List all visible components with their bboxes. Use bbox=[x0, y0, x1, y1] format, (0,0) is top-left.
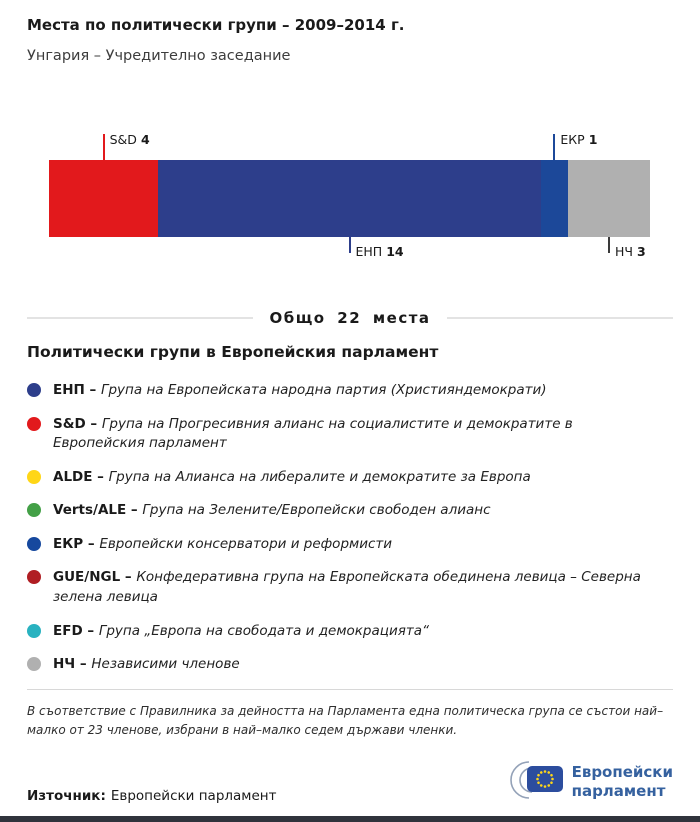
legend-item-text: GUE/NGL – Конфедеративна група на Европе… bbox=[53, 568, 673, 607]
legend: Политически групи в Европейския парламен… bbox=[27, 343, 673, 675]
bar-segment-ЕКР bbox=[540, 160, 569, 237]
legend-item-text: НЧ – Независими членове bbox=[53, 655, 250, 675]
legend-item-text: Verts/ALE – Група на Зелените/Европейски… bbox=[53, 501, 501, 521]
legend-item: ЕКР – Европейски консерватори и реформис… bbox=[27, 535, 673, 555]
callout-line bbox=[608, 237, 611, 253]
legend-dot bbox=[27, 570, 41, 585]
callout-line bbox=[553, 134, 556, 160]
total-seats-label: Общо 22 места bbox=[269, 309, 431, 327]
legend-item-name: EFD – bbox=[53, 622, 99, 639]
page-subtitle: Унгария – Учредително заседание bbox=[27, 48, 291, 64]
footnote-text: В съответствие с Правилника за дейността… bbox=[27, 703, 664, 737]
legend-item-desc: Група на Зелените/Европейски свободен ал… bbox=[142, 502, 491, 519]
legend-dot bbox=[27, 503, 41, 518]
ep-logo: Европейски парламент bbox=[508, 758, 673, 806]
total-rule-left bbox=[27, 317, 254, 319]
legend-item-name: Verts/ALE – bbox=[53, 502, 143, 519]
legend-items: ЕНП – Група на Европейската народна парт… bbox=[27, 381, 673, 675]
legend-item-text: EFD – Група „Европа на свободата и демок… bbox=[53, 622, 439, 642]
legend-item-name: S&D – bbox=[53, 415, 102, 432]
legend-item-name: GUE/NGL – bbox=[53, 569, 137, 586]
bar-segment-ЕНП bbox=[158, 160, 541, 237]
legend-item: Verts/ALE – Група на Зелените/Европейски… bbox=[27, 501, 673, 521]
ep-logo-text-line1: Европейски bbox=[571, 763, 673, 782]
callout-line bbox=[102, 134, 105, 160]
legend-item-desc: Група „Европа на свободата и демокрацият… bbox=[98, 622, 429, 639]
source-label: Източник: bbox=[27, 788, 106, 804]
legend-item: ЕНП – Група на Европейската народна парт… bbox=[27, 381, 673, 401]
bottom-border-bar bbox=[0, 816, 700, 822]
legend-item-name: ЕКР – bbox=[53, 535, 100, 552]
legend-item-name: ЕНП – bbox=[53, 382, 101, 398]
legend-item-desc: Конфедеративна група на Европейската обе… bbox=[53, 569, 641, 605]
legend-title: Политически групи в Европейския парламен… bbox=[27, 343, 439, 361]
legend-dot bbox=[27, 623, 41, 638]
source-value: Европейски парламент bbox=[110, 788, 277, 804]
legend-item-text: ALDE – Група на Алианса на либералите и … bbox=[53, 468, 541, 488]
footer-row: Източник: Европейски парламент bbox=[27, 758, 673, 806]
callout-label: ЕНП 14 bbox=[355, 244, 404, 259]
legend-item: S&D – Група на Прогресивния алианс на со… bbox=[27, 415, 673, 454]
legend-item: ALDE – Група на Алианса на либералите и … bbox=[27, 468, 673, 488]
header: Места по политически групи – 2009–2014 г… bbox=[0, 0, 700, 64]
legend-item-text: ЕКР – Европейски консерватори и реформис… bbox=[53, 535, 402, 555]
bar-segment-НЧ bbox=[568, 160, 650, 237]
legend-item-name: ALDE – bbox=[53, 468, 109, 485]
total-rule-right bbox=[446, 317, 674, 319]
ep-logo-icon bbox=[508, 758, 566, 806]
legend-item-desc: Група на Европейската народна партия (Хр… bbox=[100, 382, 547, 398]
legend-item-name: НЧ – bbox=[53, 656, 92, 673]
source-line: Източник: Европейски парламент bbox=[27, 788, 276, 806]
legend-item-desc: Група на Прогресивния алианс на социалис… bbox=[53, 415, 573, 452]
legend-dot bbox=[27, 469, 41, 484]
legend-dot bbox=[27, 657, 41, 672]
legend-dot bbox=[27, 536, 41, 551]
legend-item-desc: Европейски консерватори и реформисти bbox=[99, 535, 393, 552]
ep-logo-text: Европейски парламент bbox=[572, 763, 673, 801]
bar-segment-S&D bbox=[49, 160, 159, 237]
seats-bar bbox=[49, 160, 650, 237]
callout-label: S&D 4 bbox=[109, 132, 150, 147]
ep-logo-text-line2: парламент bbox=[571, 782, 666, 800]
legend-dot bbox=[27, 383, 41, 397]
legend-item-desc: Независими членове bbox=[91, 656, 240, 673]
legend-item: НЧ – Независими членове bbox=[27, 655, 673, 675]
callout-line bbox=[348, 237, 351, 253]
legend-item-text: ЕНП – Група на Европейската народна парт… bbox=[53, 381, 557, 401]
page-title: Места по политически групи – 2009–2014 г… bbox=[27, 16, 405, 34]
legend-item: GUE/NGL – Конфедеративна група на Европе… bbox=[27, 568, 673, 607]
callout-label: НЧ 3 bbox=[615, 244, 646, 259]
legend-dot bbox=[27, 416, 41, 431]
footnote-divider bbox=[27, 688, 673, 690]
legend-item-desc: Група на Алианса на либералите и демокра… bbox=[108, 468, 531, 485]
legend-item-text: S&D – Група на Прогресивния алианс на со… bbox=[53, 415, 673, 454]
legend-item: EFD – Група „Европа на свободата и демок… bbox=[27, 622, 673, 642]
callout-label: ЕКР 1 bbox=[560, 132, 598, 147]
seats-chart: S&D 4 ЕНП 14 ЕКР 1 НЧ 3 bbox=[49, 132, 650, 261]
total-seats-row: Общо 22 места bbox=[27, 309, 674, 327]
